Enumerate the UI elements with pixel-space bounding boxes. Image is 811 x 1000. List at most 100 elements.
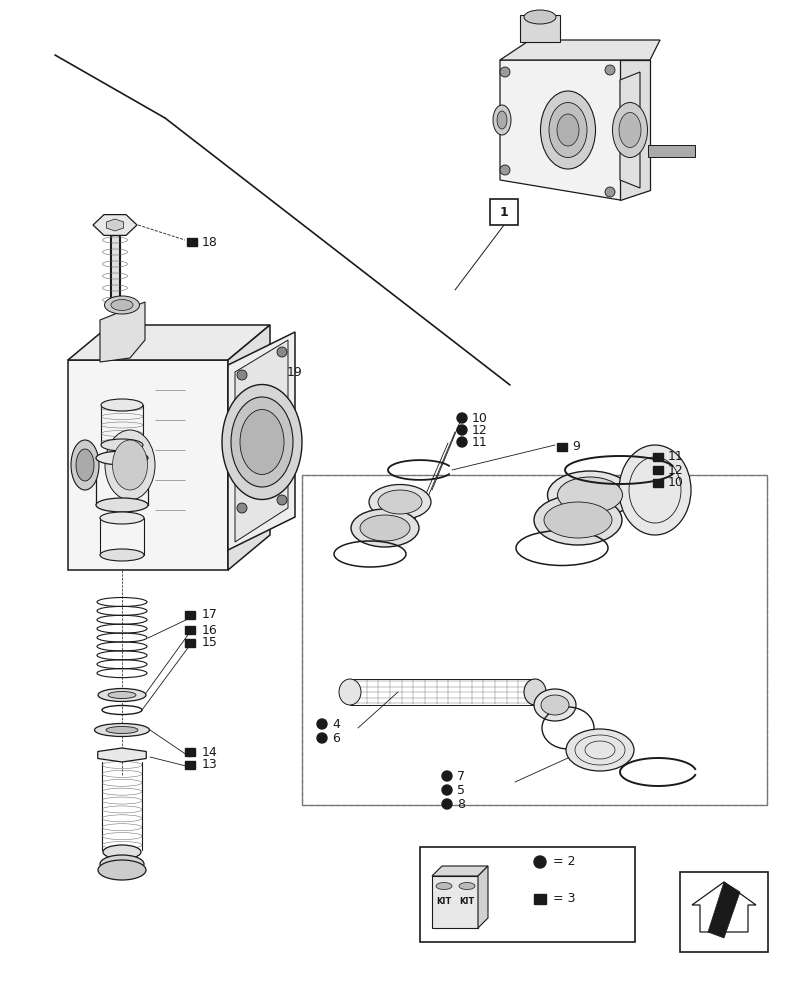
Polygon shape (68, 325, 270, 360)
Ellipse shape (98, 688, 146, 702)
Text: 10: 10 (667, 477, 683, 489)
Ellipse shape (100, 512, 144, 524)
Polygon shape (647, 145, 694, 157)
Ellipse shape (500, 67, 509, 77)
Text: 11: 11 (667, 450, 683, 464)
Circle shape (534, 856, 545, 868)
Text: 13: 13 (202, 758, 217, 772)
Ellipse shape (618, 445, 690, 535)
Ellipse shape (221, 384, 302, 499)
Text: KIT: KIT (459, 898, 474, 906)
Polygon shape (431, 866, 487, 876)
Text: = 2: = 2 (552, 855, 575, 868)
Polygon shape (100, 302, 145, 362)
Ellipse shape (237, 370, 247, 380)
Bar (185, 748, 195, 756)
Bar (419, 847, 634, 942)
Ellipse shape (523, 10, 556, 24)
Circle shape (441, 785, 452, 795)
Text: 5: 5 (457, 784, 465, 796)
Text: 7: 7 (457, 770, 465, 782)
Ellipse shape (237, 503, 247, 513)
Ellipse shape (277, 495, 286, 505)
Ellipse shape (96, 451, 148, 465)
Text: 12: 12 (667, 464, 683, 477)
Ellipse shape (496, 111, 506, 129)
Bar (185, 611, 195, 619)
Ellipse shape (108, 692, 135, 698)
Ellipse shape (378, 490, 422, 514)
Ellipse shape (277, 347, 286, 357)
Ellipse shape (500, 165, 509, 175)
Text: 9: 9 (571, 440, 579, 454)
Circle shape (457, 437, 466, 447)
Ellipse shape (618, 113, 640, 148)
Polygon shape (106, 219, 123, 231)
Text: KIT: KIT (436, 898, 451, 906)
Polygon shape (93, 215, 137, 235)
Ellipse shape (106, 726, 138, 733)
Polygon shape (97, 748, 146, 762)
Text: 18: 18 (202, 235, 217, 248)
Text: 12: 12 (471, 424, 487, 436)
Ellipse shape (556, 114, 578, 146)
Polygon shape (707, 882, 739, 938)
Text: 19: 19 (286, 365, 303, 378)
Bar (187, 238, 197, 246)
Bar (489, 199, 517, 225)
Bar (185, 626, 195, 634)
Ellipse shape (540, 695, 569, 715)
Bar (652, 453, 663, 461)
Text: 6: 6 (332, 731, 340, 744)
Ellipse shape (94, 723, 149, 736)
Ellipse shape (611, 103, 646, 158)
Ellipse shape (103, 845, 141, 859)
Bar (302, 475, 766, 805)
Circle shape (441, 799, 452, 809)
Text: 8: 8 (457, 797, 465, 810)
Polygon shape (431, 876, 478, 928)
Circle shape (457, 413, 466, 423)
Polygon shape (519, 15, 560, 42)
Polygon shape (234, 340, 288, 542)
Ellipse shape (534, 689, 575, 721)
Bar (534, 894, 545, 904)
Ellipse shape (604, 65, 614, 75)
Ellipse shape (565, 729, 633, 771)
Ellipse shape (543, 502, 611, 538)
Bar (556, 443, 566, 451)
Ellipse shape (98, 860, 146, 880)
Ellipse shape (111, 300, 133, 310)
Bar (652, 466, 663, 474)
Circle shape (316, 719, 327, 729)
Ellipse shape (100, 855, 144, 873)
Ellipse shape (71, 440, 99, 490)
Polygon shape (500, 60, 649, 200)
Circle shape (441, 771, 452, 781)
Ellipse shape (76, 449, 94, 481)
Ellipse shape (436, 882, 452, 890)
Ellipse shape (105, 430, 155, 500)
Bar (185, 761, 195, 769)
Polygon shape (691, 882, 755, 932)
Ellipse shape (240, 410, 284, 475)
Ellipse shape (492, 105, 510, 135)
Text: 15: 15 (202, 636, 217, 650)
Bar (302, 475, 766, 805)
Bar (679, 872, 767, 952)
Ellipse shape (368, 485, 431, 520)
Ellipse shape (534, 495, 621, 545)
Circle shape (316, 733, 327, 743)
Ellipse shape (230, 397, 293, 487)
Ellipse shape (548, 103, 586, 158)
Text: 16: 16 (202, 624, 217, 636)
Polygon shape (228, 325, 270, 570)
Bar (185, 639, 195, 647)
Ellipse shape (359, 515, 410, 541)
Ellipse shape (113, 440, 148, 490)
Ellipse shape (604, 187, 614, 197)
Text: 4: 4 (332, 717, 340, 730)
Polygon shape (500, 40, 659, 60)
Ellipse shape (523, 679, 545, 705)
Bar (652, 479, 663, 487)
